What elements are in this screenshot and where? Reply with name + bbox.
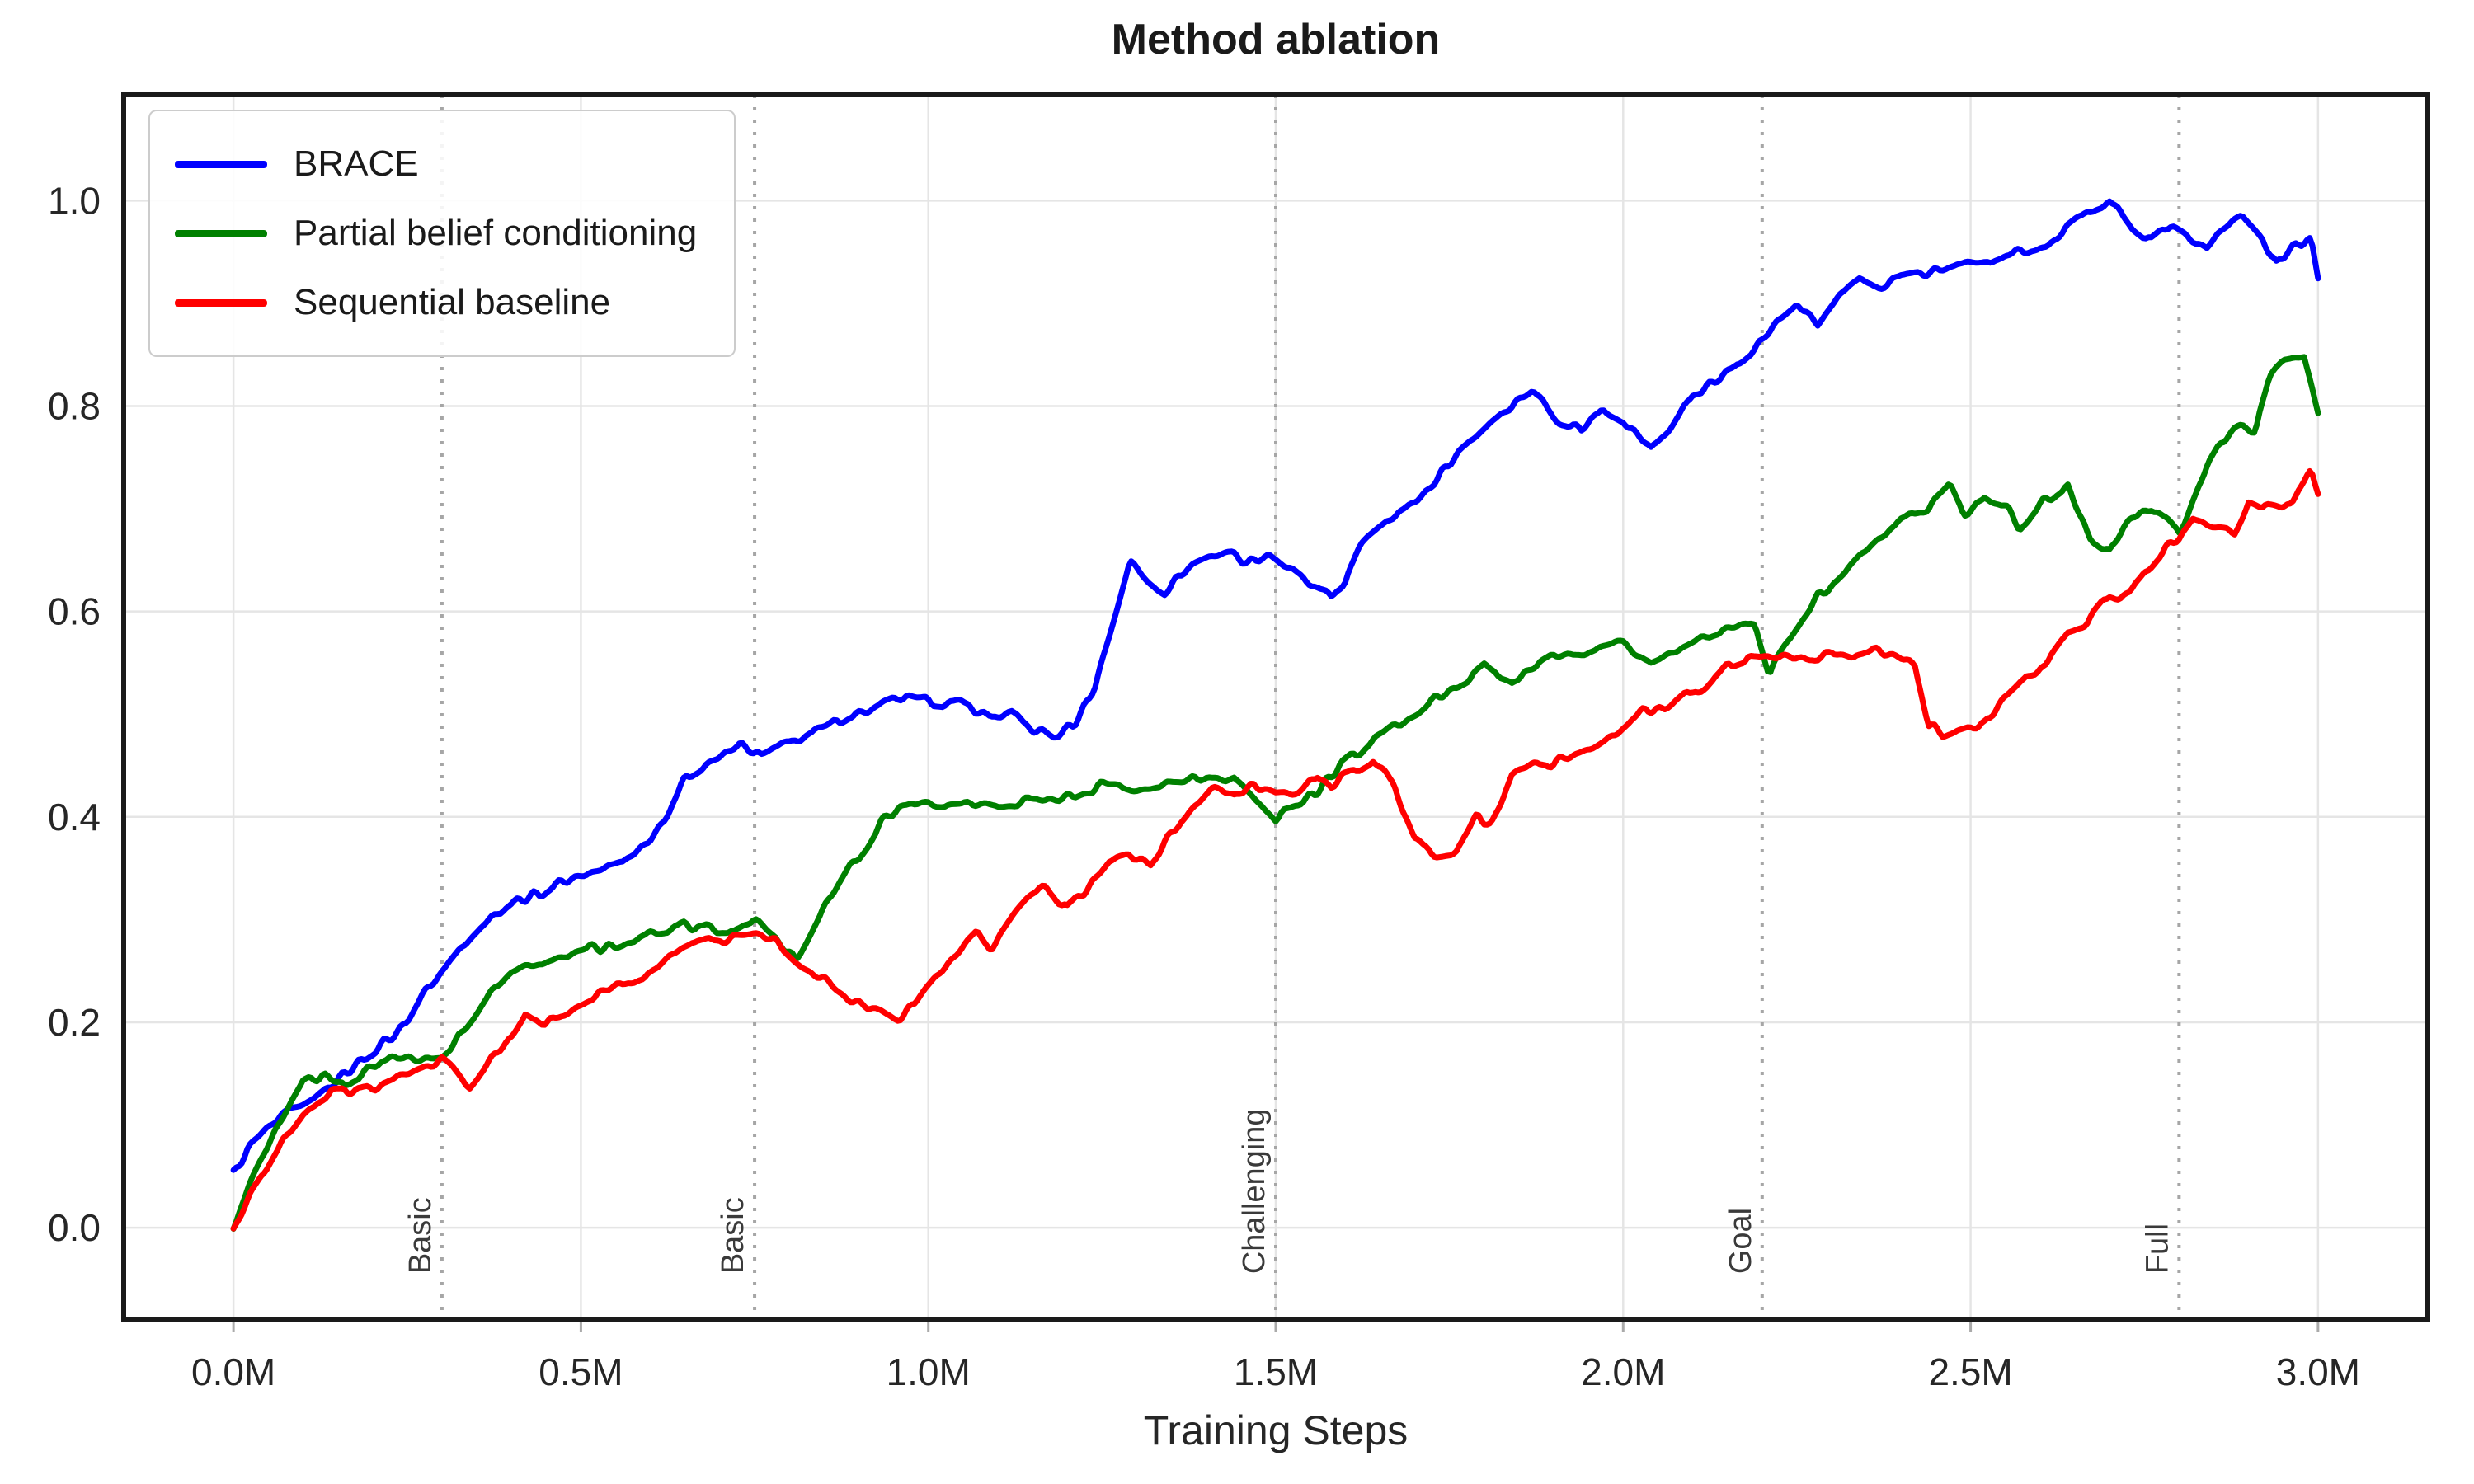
- legend-label: BRACE: [294, 143, 419, 184]
- x-tick-label: 0.5M: [539, 1350, 623, 1393]
- legend-item-2: Partial belief conditioning: [150, 199, 734, 268]
- x-tick-label: 3.0M: [2276, 1350, 2360, 1393]
- series-line-3: [230, 467, 2321, 1232]
- legend-swatch-icon: [175, 298, 267, 307]
- y-tick-label: 0.4: [48, 796, 101, 838]
- y-tick-label: 0.6: [48, 590, 101, 633]
- y-tick-label: 0.8: [48, 384, 101, 427]
- stage-marker-label: Challenging: [1237, 1108, 1272, 1274]
- legend-label: Partial belief conditioning: [294, 213, 698, 253]
- y-tick-label: 0.0: [48, 1206, 101, 1249]
- stage-marker-label: Goal: [1724, 1208, 1758, 1274]
- x-axis-label: Training Steps: [1143, 1407, 1409, 1453]
- series-line-1: [230, 198, 2321, 1173]
- legend-label: Sequential baseline: [294, 282, 611, 322]
- x-tick-label: 2.0M: [1581, 1350, 1665, 1393]
- x-tick-label: 0.0M: [191, 1350, 275, 1393]
- y-tick-label: 0.2: [48, 1001, 101, 1044]
- x-tick-label: 1.0M: [887, 1350, 971, 1393]
- chart-title: Method ablation: [1111, 16, 1441, 63]
- legend: BRACE Partial belief conditioning Sequenti…: [148, 110, 736, 357]
- legend-item-1: BRACE: [150, 129, 734, 199]
- legend-swatch-icon: [175, 160, 267, 168]
- legend-item-3: Sequential baseline: [150, 268, 734, 337]
- stage-marker-label: Basic: [403, 1197, 438, 1274]
- axes-frame: [121, 92, 2430, 1322]
- x-tick-label: 1.5M: [1234, 1350, 1318, 1393]
- x-tick-label: 2.5M: [1928, 1350, 2012, 1393]
- legend-swatch-icon: [175, 229, 267, 237]
- y-tick-label: 1.0: [48, 179, 101, 222]
- stage-marker-label: Basic: [716, 1197, 750, 1274]
- stage-marker-label: Full: [2140, 1223, 2175, 1274]
- series-line-2: [230, 354, 2321, 1232]
